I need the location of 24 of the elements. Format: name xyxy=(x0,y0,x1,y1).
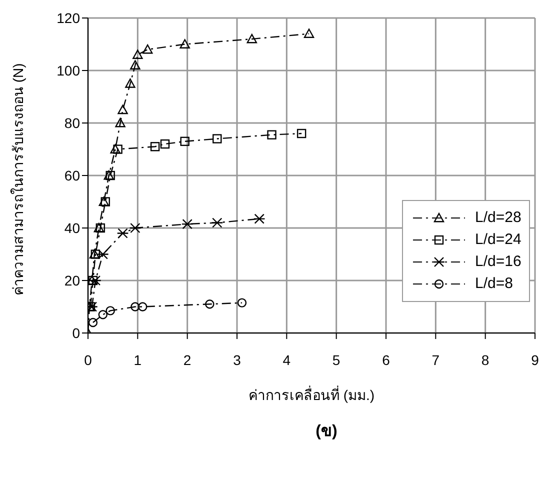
y-tick-label: 60 xyxy=(64,167,80,184)
x-tick-label: 6 xyxy=(382,352,390,368)
x-tick-label: 0 xyxy=(84,352,92,368)
y-axis-title: ค่าความสามารถในการรับแรงถอน (N) xyxy=(10,63,26,296)
legend-label: L/d=24 xyxy=(475,231,522,249)
x-tick-label: 5 xyxy=(332,352,340,368)
legend-label: L/d=28 xyxy=(475,209,522,227)
y-tick-label: 20 xyxy=(64,272,80,288)
text: (ข) xyxy=(314,422,338,442)
x-tick-label: 8 xyxy=(481,352,490,368)
x-tick-label: 2 xyxy=(183,352,192,368)
x-tick-label: 3 xyxy=(233,352,242,368)
x-tick-label: 4 xyxy=(282,352,291,368)
y-tick-label: 80 xyxy=(64,114,80,131)
y-tick-label: 100 xyxy=(56,62,80,78)
legend-label: L/d=8 xyxy=(475,275,513,293)
y-tick-label: 120 xyxy=(56,10,80,26)
y-tick-label: 40 xyxy=(64,220,80,236)
x-tick-label: 7 xyxy=(432,352,440,368)
y-tick-label: 0 xyxy=(72,324,80,341)
legend-label: L/d=16 xyxy=(475,253,522,271)
x-tick-label: 9 xyxy=(531,352,540,368)
x-axis-title: ค่าการเคลื่อนที่ (มม.) xyxy=(248,386,375,403)
x-tick-label: 1 xyxy=(134,352,142,368)
